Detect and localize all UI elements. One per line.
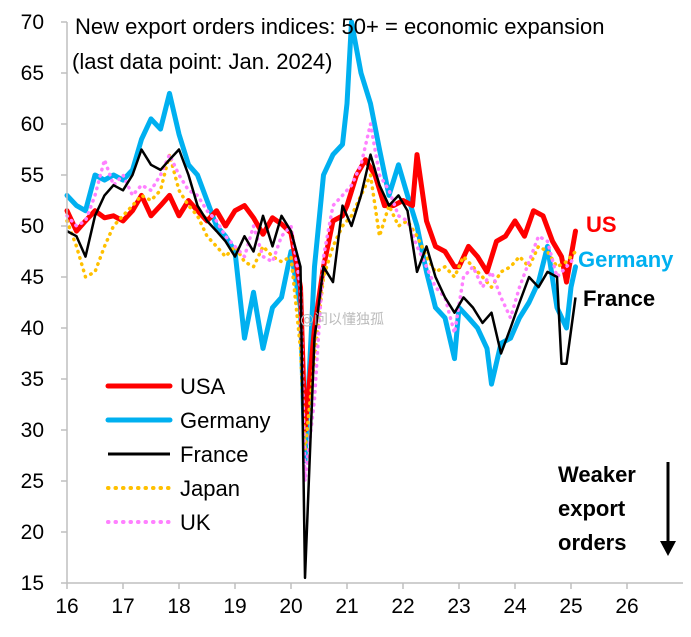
y-tick-label: 30 [21,419,44,442]
weaker-orders-note: Weaker export orders [558,462,676,556]
y-axis-ticks: 15 20 25 30 35 40 45 50 55 60 65 70 [21,11,67,595]
note-line-3: orders [558,530,626,555]
legend-label-japan: Japan [180,476,240,501]
x-tick-label: 17 [111,595,134,618]
series-line-usa [64,152,578,433]
x-tick-label: 21 [335,595,358,618]
x-tick-label: 22 [391,595,414,618]
x-tick-label: 19 [223,595,246,618]
y-tick-label: 45 [21,266,44,289]
y-tick-label: 40 [21,317,44,340]
legend-label-france: France [180,442,248,467]
x-tick-label: 26 [615,595,638,618]
series-line-japan [65,152,578,453]
y-tick-label: 65 [21,62,44,85]
x-tick-label: 20 [279,595,302,618]
series-line-germany [64,19,578,464]
end-labels: US Germany France [578,212,674,311]
x-tick-label: 25 [559,595,582,618]
legend-label-usa: USA [180,374,226,399]
x-tick-label: 16 [55,595,78,618]
series-line-uk [65,122,578,483]
chart-subtitle: (last data point: Jan. 2024) [72,49,333,74]
watermark: @问以懂独孤 [300,312,384,328]
end-label-france: France [583,286,655,311]
y-tick-label: 55 [21,164,44,187]
y-tick-label: 25 [21,470,44,493]
y-tick-label: 15 [21,572,44,595]
y-tick-label: 50 [21,215,44,238]
chart-title: New export orders indices: 50+ = economi… [75,14,605,39]
x-tick-label: 24 [503,595,527,618]
series-line-france [66,148,577,580]
y-tick-label: 60 [21,113,44,136]
end-label-germany: Germany [578,247,674,272]
x-tick-label: 23 [447,595,470,618]
legend-label-uk: UK [180,510,211,535]
note-line-1: Weaker [558,462,636,487]
y-tick-label: 20 [21,521,44,544]
y-tick-label: 70 [21,11,44,34]
note-line-2: export [558,496,626,521]
down-arrow-head [660,541,676,556]
x-tick-label: 18 [167,595,190,618]
end-label-us: US [586,212,617,237]
legend: USA Germany France Japan UK [105,374,270,535]
y-tick-label: 35 [21,368,44,391]
legend-label-germany: Germany [180,408,270,433]
x-axis-ticks: 16 17 18 19 20 21 22 23 24 25 26 [55,583,639,618]
series-lines [64,19,578,580]
